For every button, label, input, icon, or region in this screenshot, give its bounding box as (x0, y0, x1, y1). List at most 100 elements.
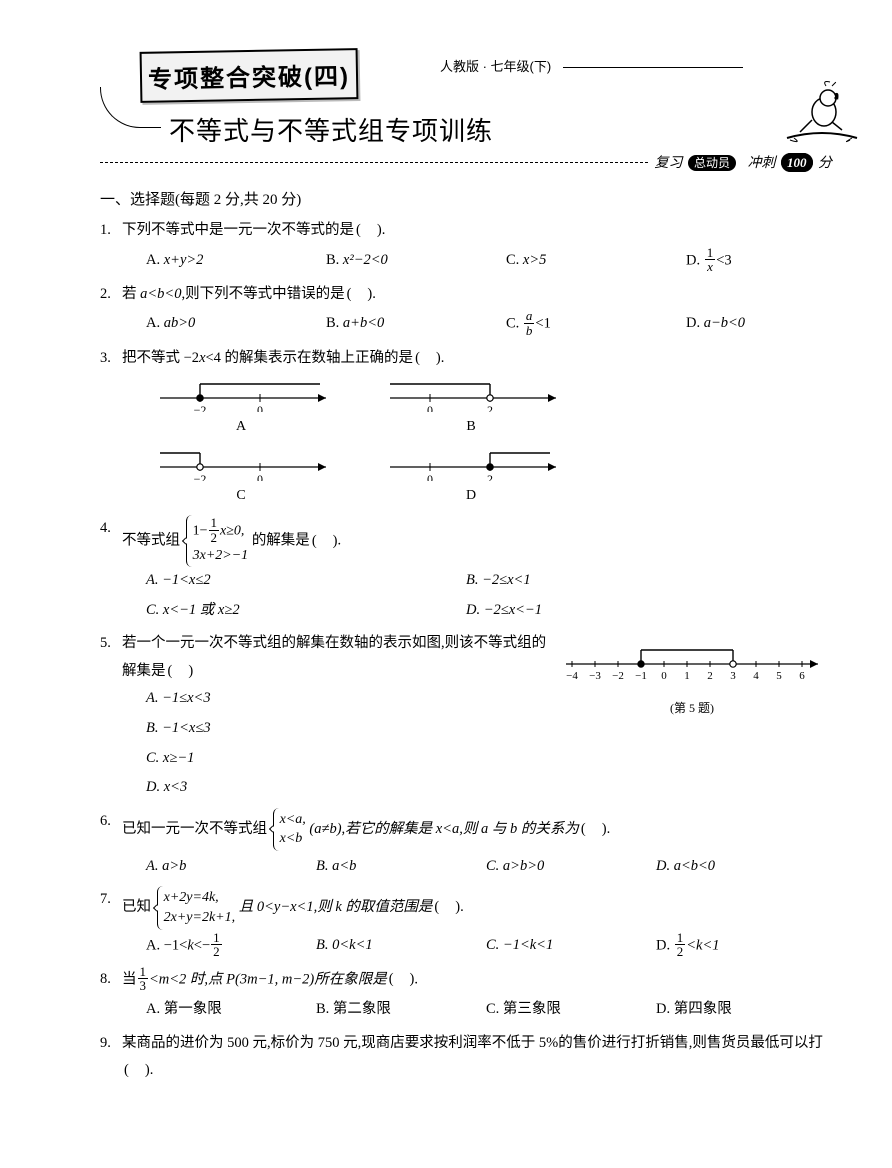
q7-B: B. 0<k<1 (316, 932, 486, 960)
q2-D: D. a−b<0 (686, 310, 866, 338)
svg-text:0: 0 (427, 472, 433, 481)
q6-B: B. a<b (316, 853, 486, 881)
q2-text: 若 a<b<0,则下列不等式中错误的是. (122, 281, 832, 309)
header: 专项整合突破(四) 人教版 · 七年级(下) 不等式与不等式组专项训练 复习 总… (100, 50, 832, 172)
q8-num: 8. (100, 966, 122, 994)
q5-C: C. x≥−1 (146, 745, 552, 773)
q6-num: 6. (100, 808, 122, 851)
svg-text:2: 2 (707, 670, 713, 682)
q3-text: 把不等式 −2x<4 的解集表示在数轴上正确的是. (122, 345, 832, 373)
section-1-heading: 一、选择题(每题 2 分,共 20 分) (100, 188, 832, 209)
q2-C: C. ab<1 (506, 310, 686, 338)
svg-text:−2: −2 (194, 472, 207, 481)
q3-fig-B: 0 2 B (376, 376, 566, 441)
edition-text: 人教版 · 七年级(下) (440, 59, 551, 74)
q7-D: D. 12<k<1 (656, 932, 826, 960)
q1-B: B. x²−2<0 (326, 247, 506, 275)
svg-text:0: 0 (257, 472, 263, 481)
q7-num: 7. (100, 886, 122, 929)
q4-B: B. −2≤x<1 (466, 567, 786, 595)
question-7: 7. 已知 x+2y=4k, 2x+y=2k+1, 且 0<y−x<1,则 k … (100, 886, 832, 959)
q7-A: A. −1<k<−12 (146, 932, 316, 960)
q2-options: A. ab>0 B. a+b<0 C. ab<1 D. a−b<0 (146, 310, 832, 338)
q8-A: A. 第一象限 (146, 996, 316, 1024)
q1-D: D. 1x<3 (686, 247, 866, 275)
q1-C: C. x>5 (506, 247, 686, 275)
q5-caption: (第 5 题) (552, 697, 832, 720)
question-6: 6. 已知一元一次不等式组 x<a, x<b (a≠b),若它的解集是 x<a,… (100, 808, 832, 881)
q5-B: B. −1<x≤3 (146, 715, 552, 743)
q4-system: 1−12x≥0, 3x+2>−1 (186, 515, 249, 567)
paren-blank (579, 821, 607, 837)
svg-text:−2: −2 (612, 670, 624, 682)
svg-text:2: 2 (487, 403, 493, 412)
paren-blank (166, 663, 194, 679)
paren-blank (345, 286, 373, 302)
q4-options: A. −1<x≤2 B. −2≤x<1 C. x<−1 或 x≥2 D. −2≤… (146, 567, 832, 624)
numberline-C: −2 0 (146, 445, 336, 481)
q6-text: 已知一元一次不等式组 x<a, x<b (a≠b),若它的解集是 x<a,则 a… (122, 808, 832, 851)
paren-blank (387, 971, 415, 987)
paren-blank (413, 350, 441, 366)
q3-fig-C: −2 0 C (146, 445, 336, 510)
subtitle: 不等式与不等式组专项训练 (169, 111, 493, 148)
question-8: 8. 当13<m<2 时,点 P(3m−1, m−2)所在象限是. A. 第一象… (100, 966, 832, 1024)
paren-blank (432, 899, 460, 915)
numberline-q5: −4−3−2−10123456 (552, 634, 832, 684)
q5-A: A. −1≤x<3 (146, 685, 552, 713)
q6-options: A. a>b B. a<b C. a>b>0 D. a<b<0 (146, 853, 832, 881)
svg-text:4: 4 (753, 670, 759, 682)
q5-D: D. x<3 (146, 774, 552, 802)
q3-label-C: C (236, 483, 245, 510)
q1-text: 下列不等式中是一元一次不等式的是. (122, 217, 832, 245)
q6-D: D. a<b<0 (656, 853, 826, 881)
q3-label-B: B (466, 414, 475, 441)
q9-num: 9. (100, 1030, 122, 1085)
q4-C: C. x<−1 或 x≥2 (146, 597, 466, 625)
snoopy-icon (782, 80, 862, 146)
q3-label-D: D (466, 483, 476, 510)
tag-pill-1: 总动员 (688, 155, 736, 171)
q8-text: 当13<m<2 时,点 P(3m−1, m−2)所在象限是. (122, 966, 832, 994)
q4-num: 4. (100, 515, 122, 567)
question-2: 2. 若 a<b<0,则下列不等式中错误的是. A. ab>0 B. a+b<0… (100, 281, 832, 339)
q8-D: D. 第四象限 (656, 996, 826, 1024)
q7-options: A. −1<k<−12 B. 0<k<1 C. −1<k<1 D. 12<k<1 (146, 932, 832, 960)
numberline-A: −2 0 (146, 376, 336, 412)
q6-C: C. a>b>0 (486, 853, 656, 881)
numberline-D: 02 (376, 445, 566, 481)
q3-figures-2: −20 C 02 D (146, 445, 832, 510)
paren-blank (122, 1062, 150, 1078)
edition-rule (563, 67, 743, 68)
tag-suffix: 分 (818, 156, 832, 171)
question-1: 1. 下列不等式中是一元一次不等式的是. A. x+y>2 B. x²−2<0 … (100, 217, 832, 275)
q1-options: A. x+y>2 B. x²−2<0 C. x>5 D. 1x<3 (146, 247, 832, 275)
q7-text: 已知 x+2y=4k, 2x+y=2k+1, 且 0<y−x<1,则 k 的取值… (122, 886, 832, 929)
tag-mid: 冲刺 (748, 156, 776, 171)
svg-text:0: 0 (257, 403, 263, 412)
q3-figures: −20 A 02 B (146, 376, 832, 441)
svg-text:2: 2 (487, 472, 493, 481)
q8-B: B. 第二象限 (316, 996, 486, 1024)
svg-text:−2: −2 (194, 403, 207, 412)
tag-rule (100, 162, 648, 163)
q7-system: x+2y=4k, 2x+y=2k+1, (157, 886, 235, 929)
svg-text:5: 5 (776, 670, 782, 682)
svg-text:0: 0 (427, 403, 433, 412)
q5-text: 若一个一元一次不等式组的解集在数轴的表示如图,则该不等式组的解集是 (122, 630, 552, 685)
q4-A: A. −1<x≤2 (146, 567, 466, 595)
q8-options: A. 第一象限 B. 第二象限 C. 第三象限 D. 第四象限 (146, 996, 832, 1024)
q3-fig-D: 02 D (376, 445, 566, 510)
question-5: −4−3−2−10123456 (第 5 题) 5. 若一个一元一次不等式组的解… (100, 630, 832, 801)
q2-A: A. ab>0 (146, 310, 326, 338)
paren-blank (354, 222, 382, 238)
q3-fig-A: −20 A (146, 376, 336, 441)
svg-text:−4: −4 (566, 670, 578, 682)
q5-num: 5. (100, 630, 122, 685)
question-9: 9. 某商品的进价为 500 元,标价为 750 元,现商店要求按利润率不低于 … (100, 1030, 832, 1085)
svg-text:3: 3 (730, 670, 736, 682)
q8-C: C. 第三象限 (486, 996, 656, 1024)
q7-C: C. −1<k<1 (486, 932, 656, 960)
q4-D: D. −2≤x<−1 (466, 597, 786, 625)
question-3: 3. 把不等式 −2x<4 的解集表示在数轴上正确的是. −20 A 02 B … (100, 345, 832, 510)
